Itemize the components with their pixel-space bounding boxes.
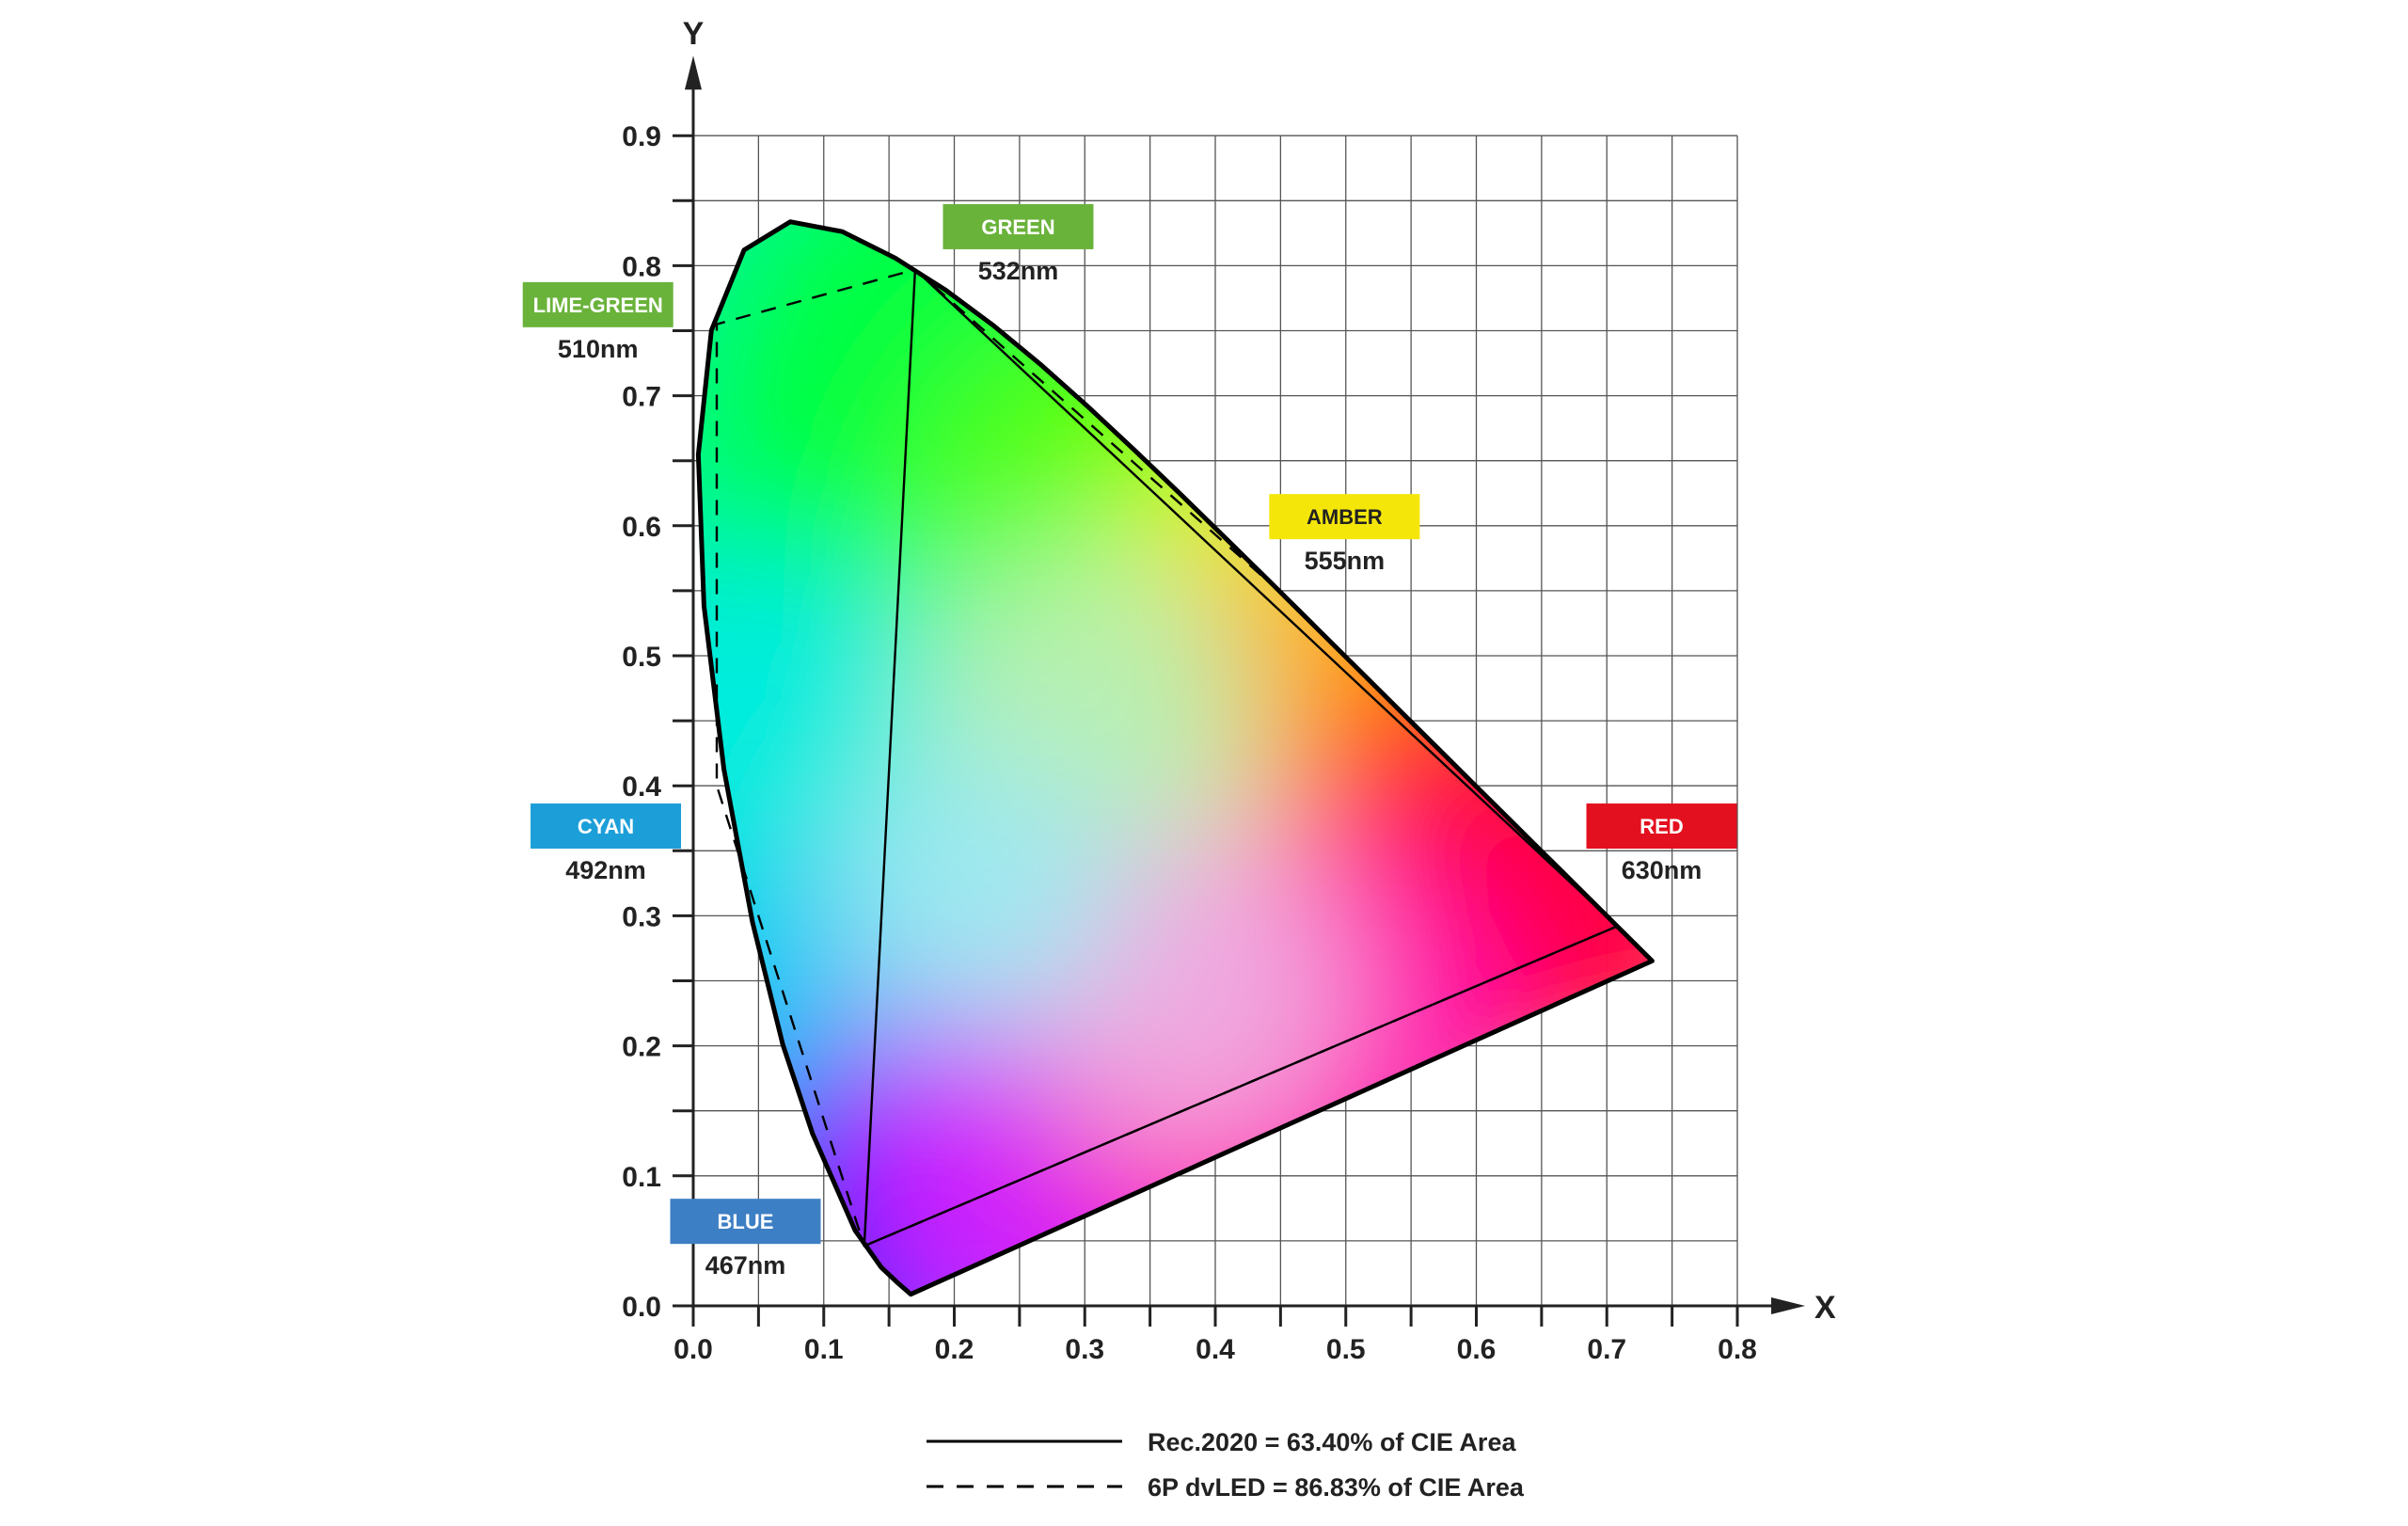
annotation-cyan: CYAN 492nm (531, 803, 682, 884)
x-tick-label: 0.1 (804, 1334, 844, 1365)
annotation-green: GREEN 532nm (943, 203, 1094, 285)
annotation-tag-label: AMBER (1307, 505, 1383, 529)
y-tick-label: 0.9 (622, 121, 661, 152)
x-tick-label: 0.7 (1587, 1334, 1626, 1365)
annotation-red: RED 630nm (1586, 803, 1737, 884)
x-tick-label: 0.3 (1065, 1334, 1104, 1365)
annotation-amber: AMBER 555nm (1269, 494, 1420, 575)
x-tick-label: 0.8 (1718, 1334, 1757, 1365)
y-tick-label: 0.2 (622, 1032, 661, 1063)
annotation-tag-label: RED (1640, 815, 1683, 838)
x-tick-label: 0.6 (1457, 1334, 1497, 1365)
x-tick-label: 0.2 (935, 1334, 974, 1365)
x-axis-title: X (1814, 1290, 1836, 1326)
y-tick-label: 0.1 (622, 1162, 661, 1193)
annotation-tag-box (531, 803, 682, 850)
annotation-wavelength: 467nm (705, 1251, 786, 1280)
y-axis-title: Y (683, 16, 705, 52)
x-axis-arrow (1771, 1297, 1805, 1314)
legend-label-rec2020: Rec.2020 = 63.40% of CIE Area (1148, 1428, 1516, 1456)
y-tick-label: 0.7 (622, 382, 661, 413)
series-6p-dvled-polygon (715, 268, 1619, 1248)
legend: Rec.2020 = 63.40% of CIE Area 6P dvLED =… (927, 1428, 1525, 1502)
y-axis-arrow (685, 56, 702, 90)
x-tick-label: 0.0 (673, 1334, 713, 1365)
series-rec2020-triangle (863, 268, 1619, 1248)
annotation-wavelength: 492nm (565, 856, 646, 884)
annotation-tag-box (522, 281, 673, 327)
annotation-tag-label: CYAN (578, 815, 634, 838)
legend-label-6p-dvled: 6P dvLED = 86.83% of CIE Area (1148, 1473, 1525, 1502)
annotation-blue: BLUE 467nm (670, 1199, 821, 1280)
wavelength-annotations: GREEN 532nm LIME-GREEN 510nm AMBER 555nm CYAN 4… (522, 203, 1737, 1280)
annotation-tag-label: LIME-GREEN (533, 294, 663, 317)
annotation-tag-label: GREEN (981, 215, 1054, 239)
x-tick-label: 0.5 (1326, 1334, 1366, 1365)
y-tick-label: 0.5 (622, 642, 661, 673)
gamut-series (715, 268, 1619, 1248)
y-tick-label: 0.6 (622, 512, 661, 543)
y-tick-label: 0.4 (622, 771, 661, 803)
annotation-lime-green: LIME-GREEN 510nm (522, 281, 673, 363)
annotation-tag-box (1269, 494, 1420, 540)
annotation-tag-label: BLUE (718, 1210, 774, 1233)
y-tick-label: 0.0 (622, 1292, 661, 1323)
annotation-wavelength: 532nm (978, 257, 1059, 285)
annotation-tag-box (1586, 803, 1737, 850)
x-tick-label: 0.4 (1196, 1334, 1235, 1365)
axes: X Y (683, 16, 1836, 1326)
annotation-tag-box (943, 203, 1094, 249)
annotation-wavelength: 510nm (558, 335, 639, 363)
annotation-tag-box (670, 1199, 821, 1245)
ticks: 0.0 0.1 0.2 0.3 0.4 0.5 0.6 0.7 0.8 0.0 0.1 0.2 0.3 0… (622, 121, 1757, 1365)
y-tick-label: 0.8 (622, 251, 661, 282)
annotation-wavelength: 630nm (1622, 856, 1703, 884)
annotation-wavelength: 555nm (1305, 547, 1386, 575)
y-tick-label: 0.3 (622, 901, 661, 932)
